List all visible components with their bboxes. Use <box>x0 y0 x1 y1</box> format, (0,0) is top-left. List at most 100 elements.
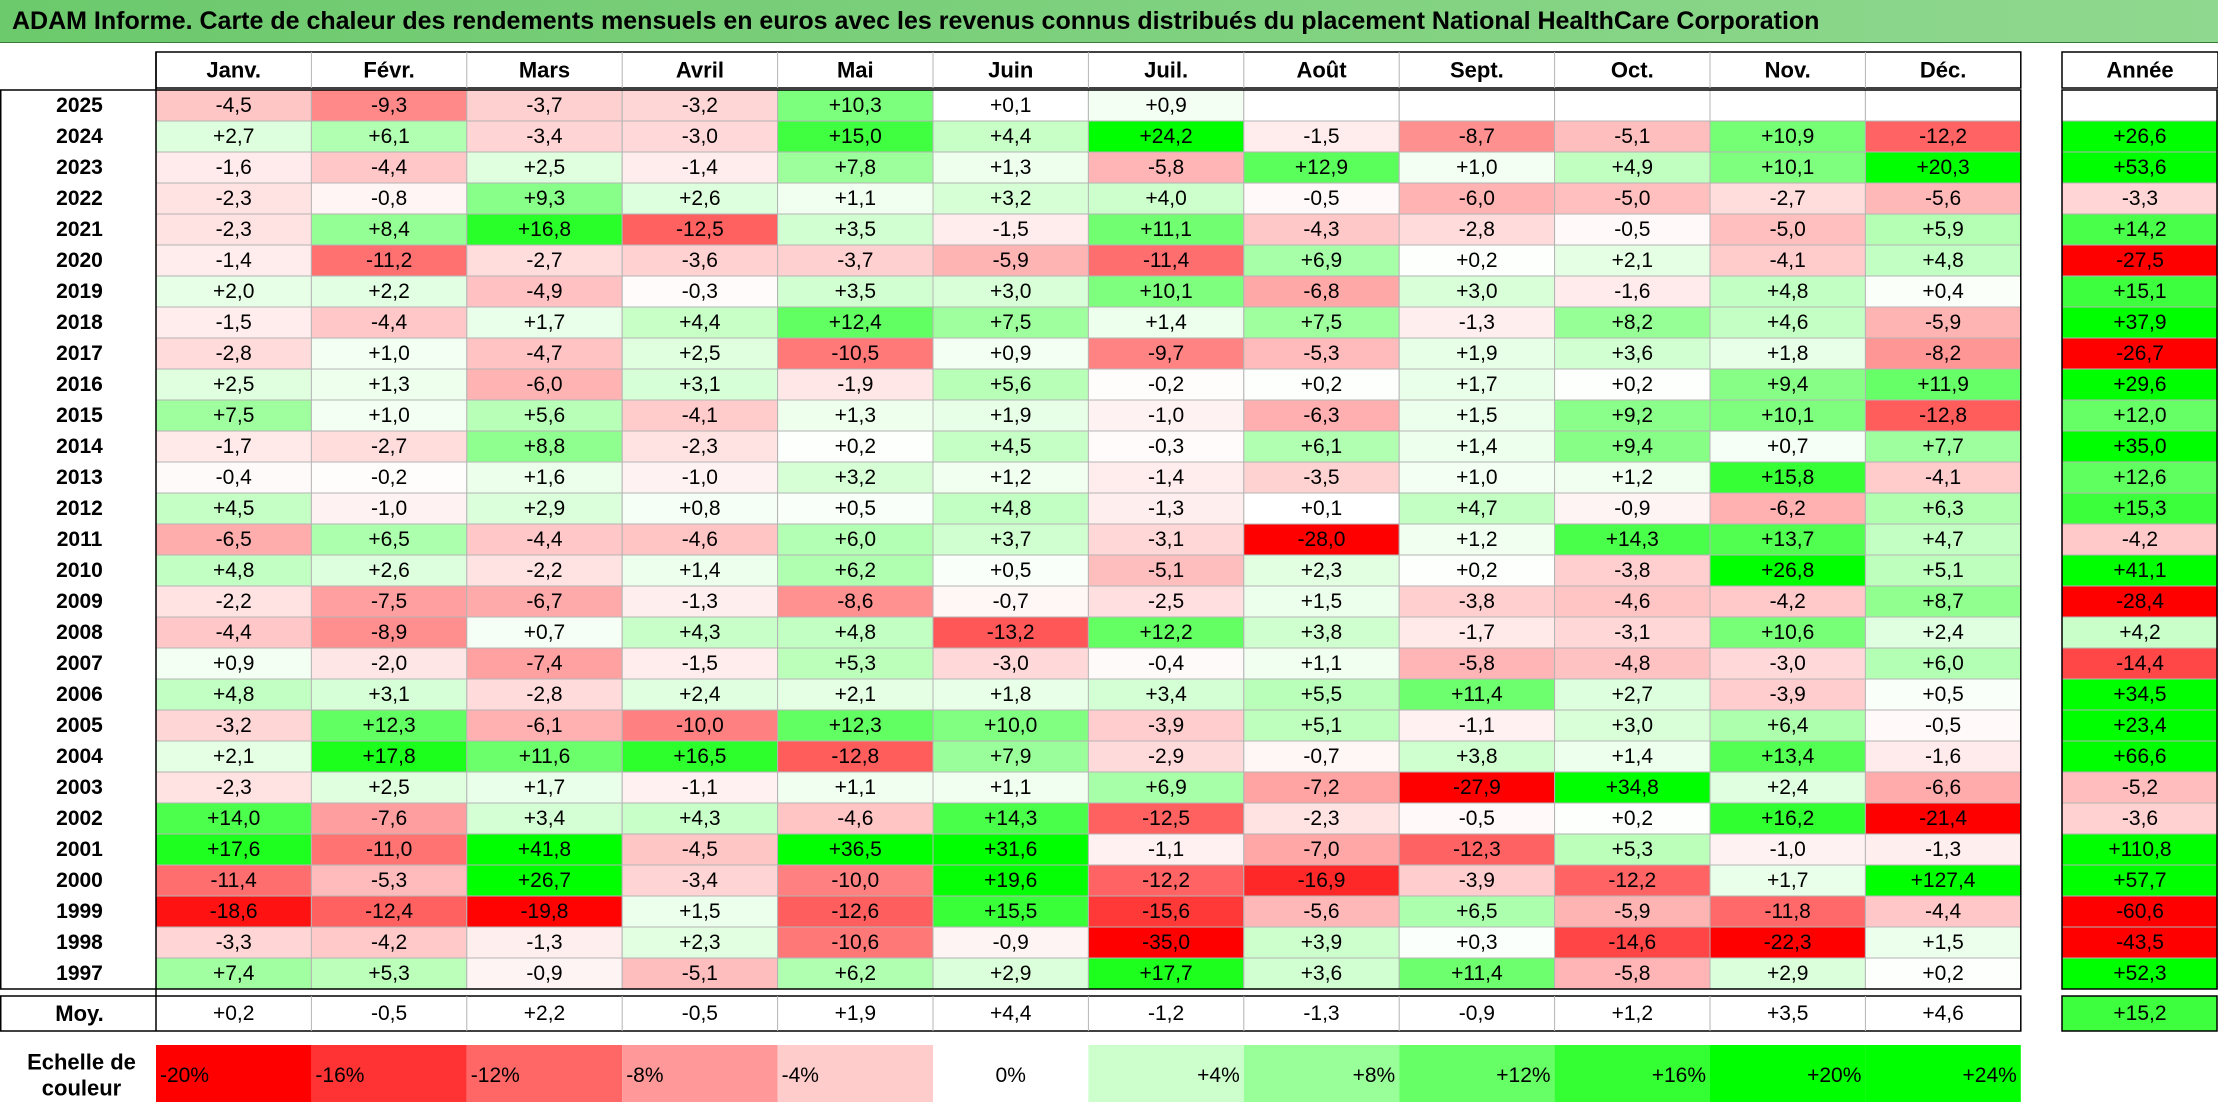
cell-value: +10,0 <box>984 714 1037 737</box>
year-label: 2012 <box>56 497 103 520</box>
heat-cell <box>466 833 623 866</box>
cell-value: +10,1 <box>1761 156 1814 179</box>
cell-value: +0,9 <box>1145 94 1186 117</box>
heat-cell <box>466 647 623 680</box>
year-label: 2015 <box>56 404 103 427</box>
cell-value: +1,5 <box>1922 931 1963 954</box>
cell-value: -4,7 <box>526 342 562 365</box>
cell-value: -3,4 <box>682 869 719 892</box>
cell-value: +1,9 <box>1456 342 1497 365</box>
cell-value: -3,7 <box>526 94 562 117</box>
cell-value: -2,8 <box>526 683 562 706</box>
cell-value: +6,4 <box>1767 714 1809 737</box>
cell-value: +2,4 <box>1922 621 1964 644</box>
cell-value: +0,3 <box>1456 931 1497 954</box>
heat-cell <box>1554 585 1711 618</box>
cell-value: +1,8 <box>990 683 1031 706</box>
annual-value: +37,9 <box>2113 311 2166 334</box>
cell-value: -3,3 <box>216 931 252 954</box>
year-label: 2010 <box>56 559 103 582</box>
heat-cell <box>1243 368 1400 401</box>
heat-cell <box>932 802 1089 835</box>
heat-cell <box>466 616 623 649</box>
cell-value: -7,5 <box>371 590 407 613</box>
cell-value: -5,1 <box>682 962 718 985</box>
annual-value: -14,4 <box>2116 652 2164 675</box>
heat-cell <box>1554 647 1711 680</box>
scale-swatch <box>777 1045 933 1102</box>
cell-value: -12,2 <box>1142 869 1190 892</box>
scale-step-label: -4% <box>782 1064 819 1087</box>
cell-value: -6,5 <box>216 528 252 551</box>
heat-cell <box>1554 864 1711 897</box>
cell-value: -0,5 <box>1303 187 1339 210</box>
scale-swatch <box>1554 1045 1710 1102</box>
cell-value: -1,3 <box>1459 311 1495 334</box>
heat-cell <box>1709 89 1866 122</box>
cell-value: +11,6 <box>519 745 571 768</box>
heat-cell <box>310 368 468 401</box>
heat-cell <box>466 244 623 277</box>
heat-cell <box>777 244 934 277</box>
heat-cell <box>1554 89 1711 122</box>
heat-cell <box>1864 213 2022 246</box>
heat-cell <box>1243 709 1400 742</box>
heat-cell <box>1087 213 1245 246</box>
heat-cell <box>1087 492 1245 525</box>
heat-cell <box>1554 616 1711 649</box>
heat-cell <box>777 151 934 184</box>
heat-cell <box>1864 430 2022 463</box>
month-header: Nov. <box>1765 58 1811 83</box>
heat-cell <box>310 461 468 494</box>
heat-cell <box>1243 461 1400 494</box>
cell-value: -15,6 <box>1142 900 1190 923</box>
cell-value: -4,2 <box>371 931 407 954</box>
cell-value: -4,1 <box>1925 466 1961 489</box>
heat-cell <box>466 585 623 618</box>
cell-value: -5,1 <box>1148 559 1184 582</box>
cell-value: -12,2 <box>1608 869 1656 892</box>
cell-value: -3,5 <box>1303 466 1339 489</box>
cell-value: +1,4 <box>1456 435 1498 458</box>
heat-cell <box>310 585 468 618</box>
cell-value: +1,0 <box>368 342 409 365</box>
heat-cell <box>621 616 779 649</box>
scale-swatch <box>466 1045 623 1102</box>
heat-cell <box>1709 864 1866 897</box>
annual-value: -3,3 <box>2122 187 2158 210</box>
cell-value: +1,3 <box>368 373 409 396</box>
cell-value: -1,7 <box>216 435 252 458</box>
heat-cell <box>155 368 312 401</box>
cell-value: -5,9 <box>1925 311 1961 334</box>
year-label: 1998 <box>56 931 103 954</box>
cell-value: -4,5 <box>216 94 252 117</box>
heat-cell <box>932 957 1089 990</box>
heat-cell <box>777 461 934 494</box>
heat-cell <box>1709 368 1866 401</box>
heat-cell <box>1398 275 1556 308</box>
cell-value: -4,3 <box>1303 218 1339 241</box>
year-label: 2001 <box>56 838 103 861</box>
cell-value: -12,5 <box>1142 807 1190 830</box>
cell-value: -5,9 <box>993 249 1029 272</box>
cell-value: +3,0 <box>990 280 1031 303</box>
cell-value: +6,9 <box>1145 776 1186 799</box>
year-label: 2021 <box>56 218 103 241</box>
average-value: -1,2 <box>1148 1002 1184 1025</box>
cell-value: -5,6 <box>1925 187 1961 210</box>
heat-cell <box>932 554 1089 587</box>
heat-cell <box>1864 771 2022 804</box>
year-label: 2016 <box>56 373 103 396</box>
heat-cell <box>621 833 779 866</box>
cell-value: +7,9 <box>990 745 1031 768</box>
cell-value: +10,3 <box>829 94 882 117</box>
cell-value: +3,4 <box>524 807 566 830</box>
month-header: Avril <box>676 58 724 83</box>
cell-value: +1,2 <box>1612 466 1653 489</box>
cell-value: -2,7 <box>371 435 407 458</box>
cell-value: -4,6 <box>682 528 718 551</box>
cell-value: -0,7 <box>1303 745 1339 768</box>
cell-value: +4,4 <box>990 125 1032 148</box>
year-label: 2024 <box>56 125 103 148</box>
cell-value: +5,3 <box>1612 838 1653 861</box>
